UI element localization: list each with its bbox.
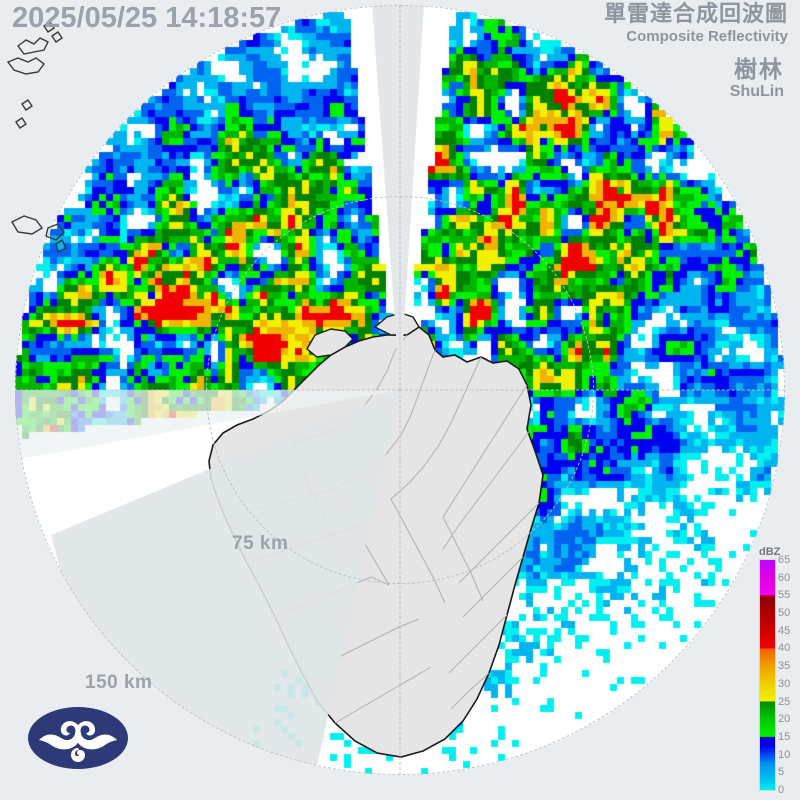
legend-tick-30: 30 <box>778 677 791 690</box>
legend-tick-25: 25 <box>778 695 791 708</box>
radial-line-north <box>399 5 401 390</box>
cwa-logo <box>28 707 128 769</box>
legend-tick-10: 10 <box>778 748 791 761</box>
station-block: 樹林 ShuLin <box>730 58 784 101</box>
product-title-zh: 單雷達合成回波圖 <box>603 2 788 27</box>
title-block: 單雷達合成回波圖 Composite Reflectivity <box>603 2 788 45</box>
radial-line-south <box>399 390 401 775</box>
legend-tick-55: 55 <box>778 589 791 602</box>
legend-body: 65 60 55 50 45 40 35 30 25 20 15 10 5 0 <box>752 554 798 796</box>
range-label-75km: 75 km <box>232 533 289 554</box>
legend-tick-0: 0 <box>778 784 785 796</box>
legend-tick-50: 50 <box>778 607 791 620</box>
legend-tick-35: 35 <box>778 660 791 673</box>
range-label-150km: 150 km <box>85 672 153 693</box>
legend-tick-15: 15 <box>778 730 791 743</box>
legend-tick-60: 60 <box>778 571 791 584</box>
legend-tick-5: 5 <box>778 766 785 779</box>
legend-unit-label: dBZ <box>759 546 781 558</box>
legend-tick-40: 40 <box>778 642 791 655</box>
station-name-en: ShuLin <box>729 83 784 101</box>
legend-colorbar <box>760 560 775 790</box>
radar-disc <box>15 5 785 775</box>
timestamp: 2025/05/25 14:18:57 <box>12 2 282 34</box>
legend-tick-65: 65 <box>778 554 791 566</box>
product-title-en: Composite Reflectivity <box>626 28 788 45</box>
legend-tick-45: 45 <box>778 624 791 637</box>
radial-line-east <box>400 389 785 391</box>
legend-tick-20: 20 <box>778 713 791 726</box>
dbz-legend: dBZ 65 60 55 50 45 40 35 30 25 20 15 10 5 0 <box>752 546 798 796</box>
station-name-zh: 樹林 <box>734 57 784 83</box>
radial-line-west <box>15 389 400 391</box>
